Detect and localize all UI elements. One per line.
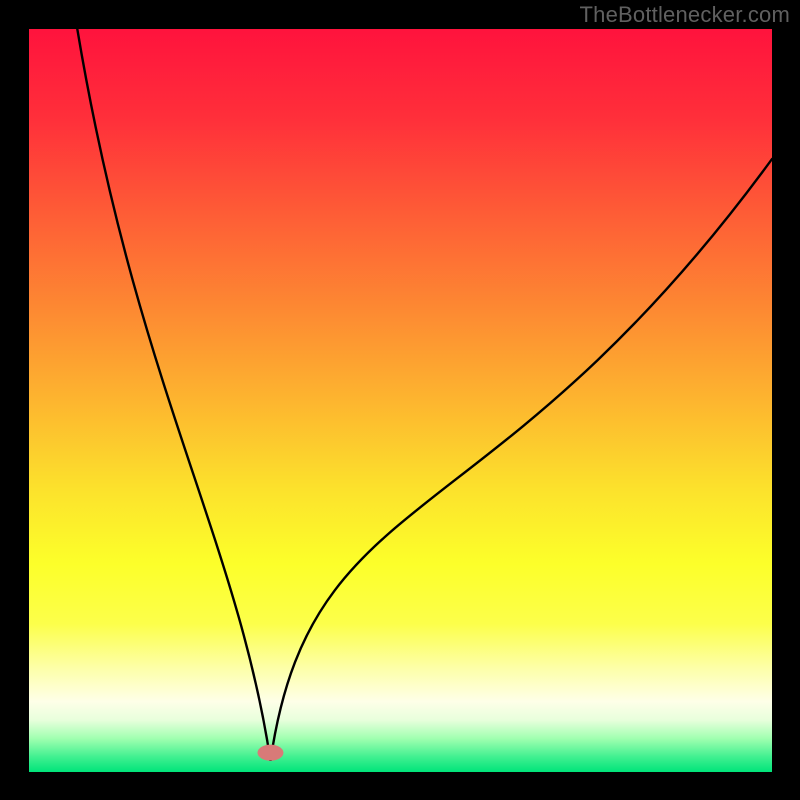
apex-marker bbox=[257, 745, 283, 761]
plot-background bbox=[29, 29, 772, 772]
chart-frame: TheBottlenecker.com bbox=[0, 0, 800, 800]
watermark-text: TheBottlenecker.com bbox=[580, 2, 790, 28]
bottleneck-plot bbox=[29, 29, 772, 772]
